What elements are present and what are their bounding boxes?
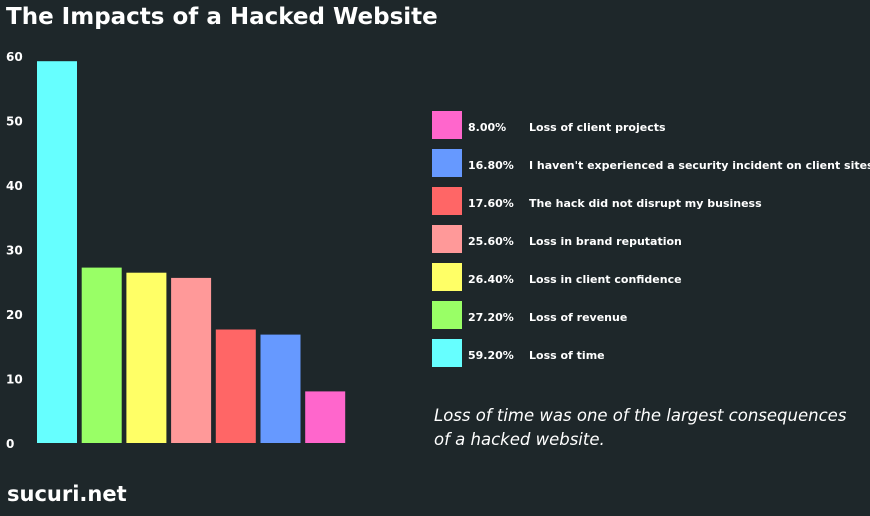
legend-value: 59.20% (468, 349, 514, 362)
legend-value: 25.60% (468, 235, 514, 248)
legend-item: 27.20% Loss of revenue (432, 301, 862, 339)
y-tick-label: 40 (6, 179, 23, 193)
source-brand: sucuri.net (7, 482, 127, 506)
legend-swatch (432, 149, 462, 177)
bar (215, 329, 256, 443)
legend-swatch (432, 301, 462, 329)
legend-swatch (432, 225, 462, 253)
legend-value: 27.20% (468, 311, 514, 324)
bar (305, 391, 346, 443)
y-tick-label: 0 (6, 437, 14, 451)
bar (126, 272, 167, 443)
legend-label: Loss of revenue (529, 311, 628, 324)
y-tick-label: 10 (6, 373, 23, 387)
legend-value: 17.60% (468, 197, 514, 210)
legend-swatch (432, 263, 462, 291)
chart-caption: Loss of time was one of the largest cons… (434, 406, 847, 449)
legend-label: Loss in client confidence (529, 273, 682, 286)
legend-label: Loss in brand reputation (529, 235, 682, 248)
legend-swatch (432, 187, 462, 215)
legend-label: I haven't experienced a security inciden… (529, 159, 870, 172)
y-tick-label: 30 (6, 244, 23, 258)
legend-value: 16.80% (468, 159, 514, 172)
bar (37, 61, 77, 443)
legend-item: 8.00% Loss of client projects (432, 111, 862, 149)
legend-item: 17.60% The hack did not disrupt my busin… (432, 187, 862, 225)
legend-label: The hack did not disrupt my business (529, 197, 762, 210)
legend-value: 8.00% (468, 121, 507, 134)
legend-value: 26.40% (468, 273, 514, 286)
y-tick-label: 60 (6, 50, 23, 64)
chart-title: The Impacts of a Hacked Website (6, 4, 438, 30)
bar (81, 267, 122, 443)
legend-item: 16.80% I haven't experienced a security … (432, 149, 870, 187)
legend-item: 26.40% Loss in client confidence (432, 263, 862, 301)
bar (260, 334, 301, 443)
y-tick-label: 50 (6, 115, 23, 129)
bar-series (37, 61, 346, 443)
y-tick-label: 20 (6, 308, 23, 322)
y-axis: 0 10 20 30 40 50 60 (6, 50, 23, 451)
bar (171, 277, 212, 443)
legend-item: 25.60% Loss in brand reputation (432, 225, 862, 263)
legend: 8.00% Loss of client projects 16.80% I h… (432, 111, 870, 377)
legend-label: Loss of client projects (529, 121, 666, 134)
legend-swatch (432, 111, 462, 139)
legend-item: 59.20% Loss of time (432, 339, 862, 377)
legend-swatch (432, 339, 462, 367)
legend-label: Loss of time (529, 349, 605, 362)
